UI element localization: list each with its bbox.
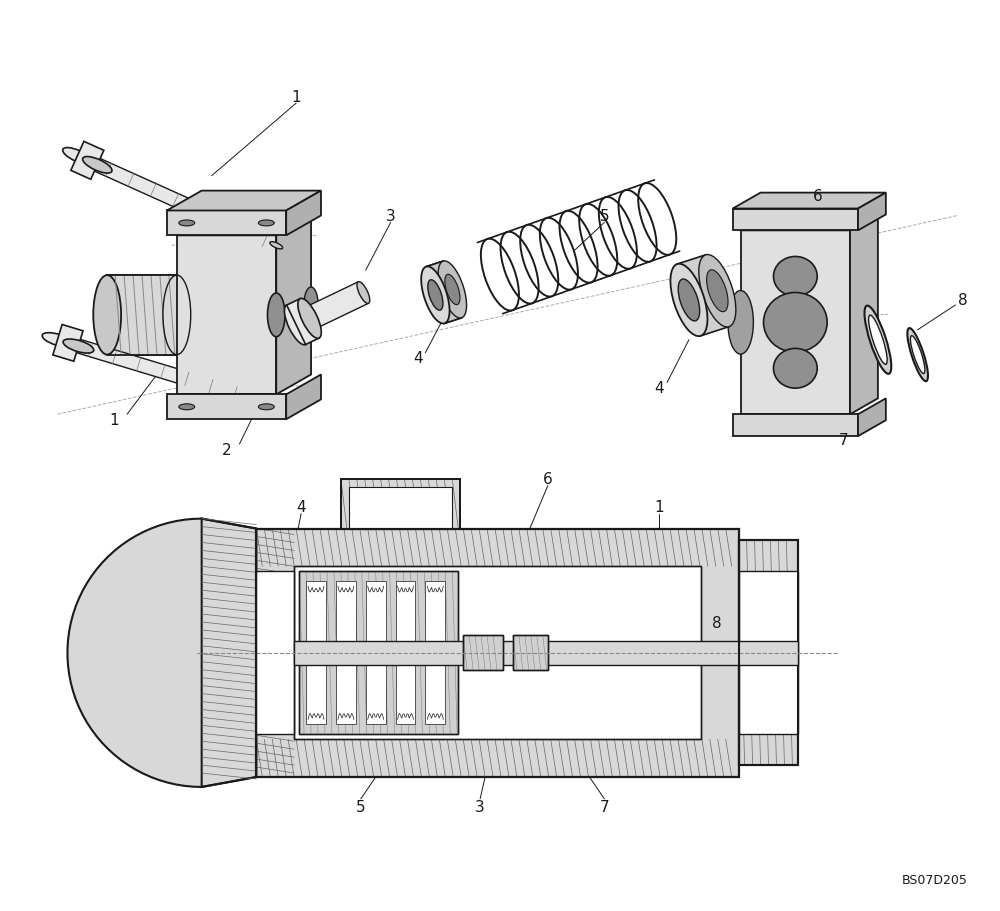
Ellipse shape <box>63 148 92 165</box>
Polygon shape <box>341 479 460 529</box>
Text: 2: 2 <box>222 442 231 457</box>
Polygon shape <box>287 300 319 345</box>
Text: BS07D205: BS07D205 <box>902 874 967 886</box>
Ellipse shape <box>910 336 925 374</box>
Ellipse shape <box>179 404 195 410</box>
Ellipse shape <box>304 288 318 323</box>
Polygon shape <box>94 159 279 252</box>
Polygon shape <box>850 215 878 415</box>
Polygon shape <box>71 142 104 180</box>
Polygon shape <box>306 581 326 724</box>
Ellipse shape <box>773 349 817 389</box>
Ellipse shape <box>421 267 450 324</box>
Text: 3: 3 <box>386 209 395 224</box>
Text: 4: 4 <box>296 499 306 515</box>
Polygon shape <box>276 216 311 395</box>
Polygon shape <box>53 325 83 362</box>
Polygon shape <box>463 636 503 670</box>
Polygon shape <box>286 375 321 420</box>
Ellipse shape <box>678 280 700 322</box>
Ellipse shape <box>93 276 121 355</box>
Ellipse shape <box>258 404 274 410</box>
Polygon shape <box>677 256 729 336</box>
Polygon shape <box>67 519 202 787</box>
Text: 2: 2 <box>396 499 405 515</box>
Ellipse shape <box>83 158 112 174</box>
Ellipse shape <box>869 316 887 365</box>
Ellipse shape <box>728 292 753 354</box>
Ellipse shape <box>670 264 707 337</box>
Ellipse shape <box>864 306 891 374</box>
Polygon shape <box>741 231 850 415</box>
Text: 6: 6 <box>543 472 553 486</box>
Polygon shape <box>739 541 798 765</box>
Polygon shape <box>366 581 386 724</box>
Polygon shape <box>256 529 739 777</box>
Ellipse shape <box>699 255 736 328</box>
Text: 8: 8 <box>712 616 722 630</box>
Ellipse shape <box>179 220 195 227</box>
Ellipse shape <box>764 293 827 353</box>
Text: 7: 7 <box>838 432 848 447</box>
Text: 4: 4 <box>654 381 664 395</box>
Ellipse shape <box>907 329 928 382</box>
Ellipse shape <box>428 281 443 311</box>
Polygon shape <box>858 193 886 231</box>
Ellipse shape <box>707 271 728 312</box>
Polygon shape <box>349 487 452 529</box>
Polygon shape <box>202 519 256 787</box>
Polygon shape <box>167 191 321 211</box>
Text: 1: 1 <box>109 413 119 427</box>
Text: 1: 1 <box>291 89 301 105</box>
Polygon shape <box>177 236 276 395</box>
Ellipse shape <box>773 257 817 297</box>
Ellipse shape <box>445 275 460 305</box>
Ellipse shape <box>63 340 94 353</box>
Polygon shape <box>425 581 445 724</box>
Polygon shape <box>426 261 462 324</box>
Ellipse shape <box>267 293 285 337</box>
Text: 4: 4 <box>414 351 423 365</box>
Polygon shape <box>336 581 356 724</box>
Polygon shape <box>858 399 886 436</box>
Polygon shape <box>107 276 177 355</box>
Polygon shape <box>76 340 273 412</box>
Ellipse shape <box>438 261 467 319</box>
Polygon shape <box>167 211 286 236</box>
Ellipse shape <box>265 402 278 408</box>
Polygon shape <box>739 572 798 734</box>
Polygon shape <box>167 395 286 420</box>
Polygon shape <box>294 641 798 665</box>
Polygon shape <box>177 216 311 236</box>
Ellipse shape <box>258 220 274 227</box>
Text: 8: 8 <box>958 293 967 308</box>
Polygon shape <box>294 567 701 740</box>
Polygon shape <box>304 282 369 330</box>
Polygon shape <box>286 191 321 236</box>
Polygon shape <box>396 581 415 724</box>
Polygon shape <box>256 572 294 734</box>
Polygon shape <box>513 636 548 670</box>
Polygon shape <box>733 210 858 231</box>
Polygon shape <box>733 193 886 210</box>
Ellipse shape <box>42 333 73 347</box>
Polygon shape <box>299 572 458 734</box>
Polygon shape <box>733 415 858 436</box>
Text: 1: 1 <box>654 499 664 515</box>
Text: 6: 6 <box>813 189 823 204</box>
Polygon shape <box>741 215 878 231</box>
Ellipse shape <box>270 242 283 250</box>
Ellipse shape <box>357 282 370 304</box>
Ellipse shape <box>298 299 321 339</box>
Text: 5: 5 <box>600 209 609 224</box>
Text: 3: 3 <box>475 800 485 814</box>
Text: 7: 7 <box>600 800 609 814</box>
Text: 5: 5 <box>356 800 366 814</box>
Ellipse shape <box>284 305 308 345</box>
